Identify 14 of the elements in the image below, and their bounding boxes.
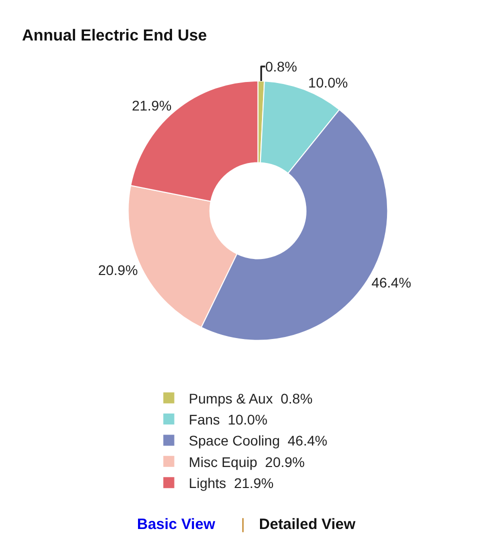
- data-label: 20.9%: [98, 262, 138, 278]
- text: Detailed View: [259, 516, 356, 533]
- chart-title: Annual Electric End Use: [22, 28, 208, 45]
- text: Basic View: [137, 516, 216, 533]
- data-label: 10.0%: [308, 74, 348, 90]
- legend-label: Space Cooling 46.4%: [188, 432, 328, 449]
- data-label: 46.4%: [371, 274, 412, 290]
- legend-label: Lights 21.9%: [188, 475, 274, 492]
- legend-label: Fans 10.0%: [188, 411, 268, 428]
- legend-label: Misc Equip 20.9%: [188, 454, 305, 470]
- text: |: [241, 516, 245, 533]
- data-label: 21.9%: [132, 98, 172, 114]
- legend-label: Pumps & Aux 0.8%: [188, 390, 313, 406]
- data-label: 0.8%: [265, 58, 298, 74]
